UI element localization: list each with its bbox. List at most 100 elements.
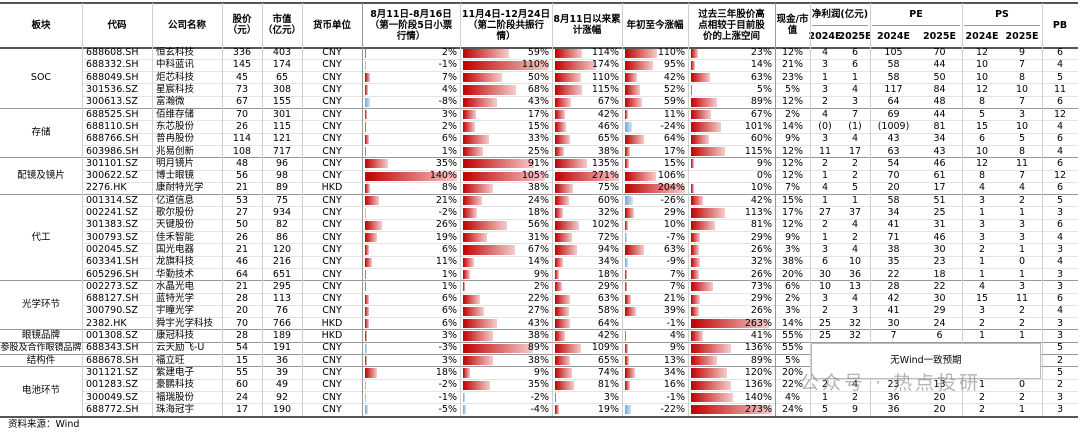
cell: 49 (275, 379, 289, 391)
data-bar (691, 405, 772, 415)
cell: 110% (521, 59, 549, 71)
cell: 23% (750, 47, 772, 59)
data-bar (365, 282, 366, 292)
cell: 74% (597, 366, 619, 378)
cell: 26 (235, 231, 249, 243)
data-bar (625, 356, 629, 366)
cell: 204% (657, 182, 685, 194)
sub-header: 2025E (1002, 25, 1042, 47)
data-bar (365, 110, 367, 120)
cell: -1% (666, 391, 686, 403)
rule (622, 3, 623, 416)
data-bar (691, 331, 704, 341)
cell: CNY (322, 391, 342, 403)
cell: 4% (441, 84, 457, 96)
cell: 81 (933, 120, 946, 132)
cell: 98 (275, 170, 289, 182)
cell: 63% (663, 243, 685, 255)
cell: 1 (1018, 207, 1026, 219)
data-bar (365, 356, 367, 366)
cell: CNY (322, 170, 342, 182)
cell: 39 (275, 366, 289, 378)
cell: 10 (818, 280, 832, 292)
cell: 明月镜片 (156, 157, 195, 169)
cell: 001308.SZ (86, 330, 138, 342)
cell: 64 (235, 268, 249, 280)
cell: 216 (272, 256, 292, 268)
cell: 21% (663, 293, 685, 305)
cell: -3% (438, 342, 458, 354)
data-bar (463, 269, 471, 280)
cell: 2 (978, 243, 986, 255)
data-bar (625, 368, 635, 378)
cell: 12% (781, 219, 804, 231)
cell: 3 (821, 293, 829, 305)
cell: 174 (272, 59, 292, 71)
data-bar (691, 196, 704, 206)
cell: 2 (1018, 194, 1026, 206)
cell: 30 (818, 268, 832, 280)
cell: 64 (887, 96, 900, 108)
rule (82, 71, 1078, 72)
cell: 2 (851, 157, 859, 169)
cell: 115% (591, 84, 619, 96)
cell: 2% (533, 280, 549, 292)
cell: -2% (438, 379, 458, 391)
data-bar (463, 110, 477, 120)
rule (460, 3, 461, 416)
cell: 7 (851, 108, 859, 120)
cell: 6 (936, 330, 943, 342)
cell: 3 (978, 305, 986, 317)
cell: 4 (978, 182, 986, 194)
cell: 603986.SH (86, 145, 139, 157)
data-bar (463, 405, 467, 415)
cell: 16% (663, 379, 685, 391)
group-header: PE (870, 3, 962, 25)
cell: 0 (1018, 379, 1026, 391)
cell: 3 (1018, 108, 1026, 120)
cell: CNY (322, 145, 342, 157)
cell: 炬芯科技 (156, 71, 195, 83)
cell: 5 (1056, 342, 1064, 354)
data-bar (365, 134, 369, 144)
cell: 15% (527, 120, 549, 132)
cell: 71 (887, 231, 900, 243)
cell: 65% (597, 354, 619, 366)
cell: -24% (660, 120, 685, 132)
cell: 4 (1056, 145, 1064, 157)
cell: HKD (321, 330, 343, 342)
cell: 34 (887, 207, 900, 219)
data-bar (365, 196, 379, 206)
cell: 2 (1056, 354, 1064, 366)
cell: 56 (235, 170, 249, 182)
cell: 1 (978, 207, 986, 219)
cell: 89% (527, 342, 549, 354)
rule (82, 267, 1078, 269)
rule (82, 144, 1078, 146)
cell: 271% (591, 170, 619, 182)
cell: 22 (933, 280, 946, 292)
data-bar (555, 97, 571, 107)
cell: 20% (781, 366, 804, 378)
cell: 5 (1018, 133, 1026, 145)
cell: 69 (887, 108, 900, 120)
cell: 9% (784, 133, 801, 145)
cell: 121 (272, 133, 292, 145)
cell: 0% (756, 170, 772, 182)
data-bar (463, 282, 465, 292)
cell: 82 (275, 219, 289, 231)
data-bar (691, 122, 721, 132)
cell: CNY (322, 268, 342, 280)
cell: 25 (818, 317, 832, 329)
cell: 75 (275, 194, 289, 206)
data-bar (463, 257, 474, 267)
cell: 12 (1053, 170, 1067, 182)
cell: 7 (890, 330, 897, 342)
cell: 2 (1018, 305, 1026, 317)
data-bar (463, 85, 517, 95)
data-bar (555, 392, 556, 403)
cell: -1% (438, 391, 458, 403)
cell: 24% (527, 194, 549, 206)
data-bar (691, 294, 700, 304)
cell: CNY (322, 354, 342, 366)
